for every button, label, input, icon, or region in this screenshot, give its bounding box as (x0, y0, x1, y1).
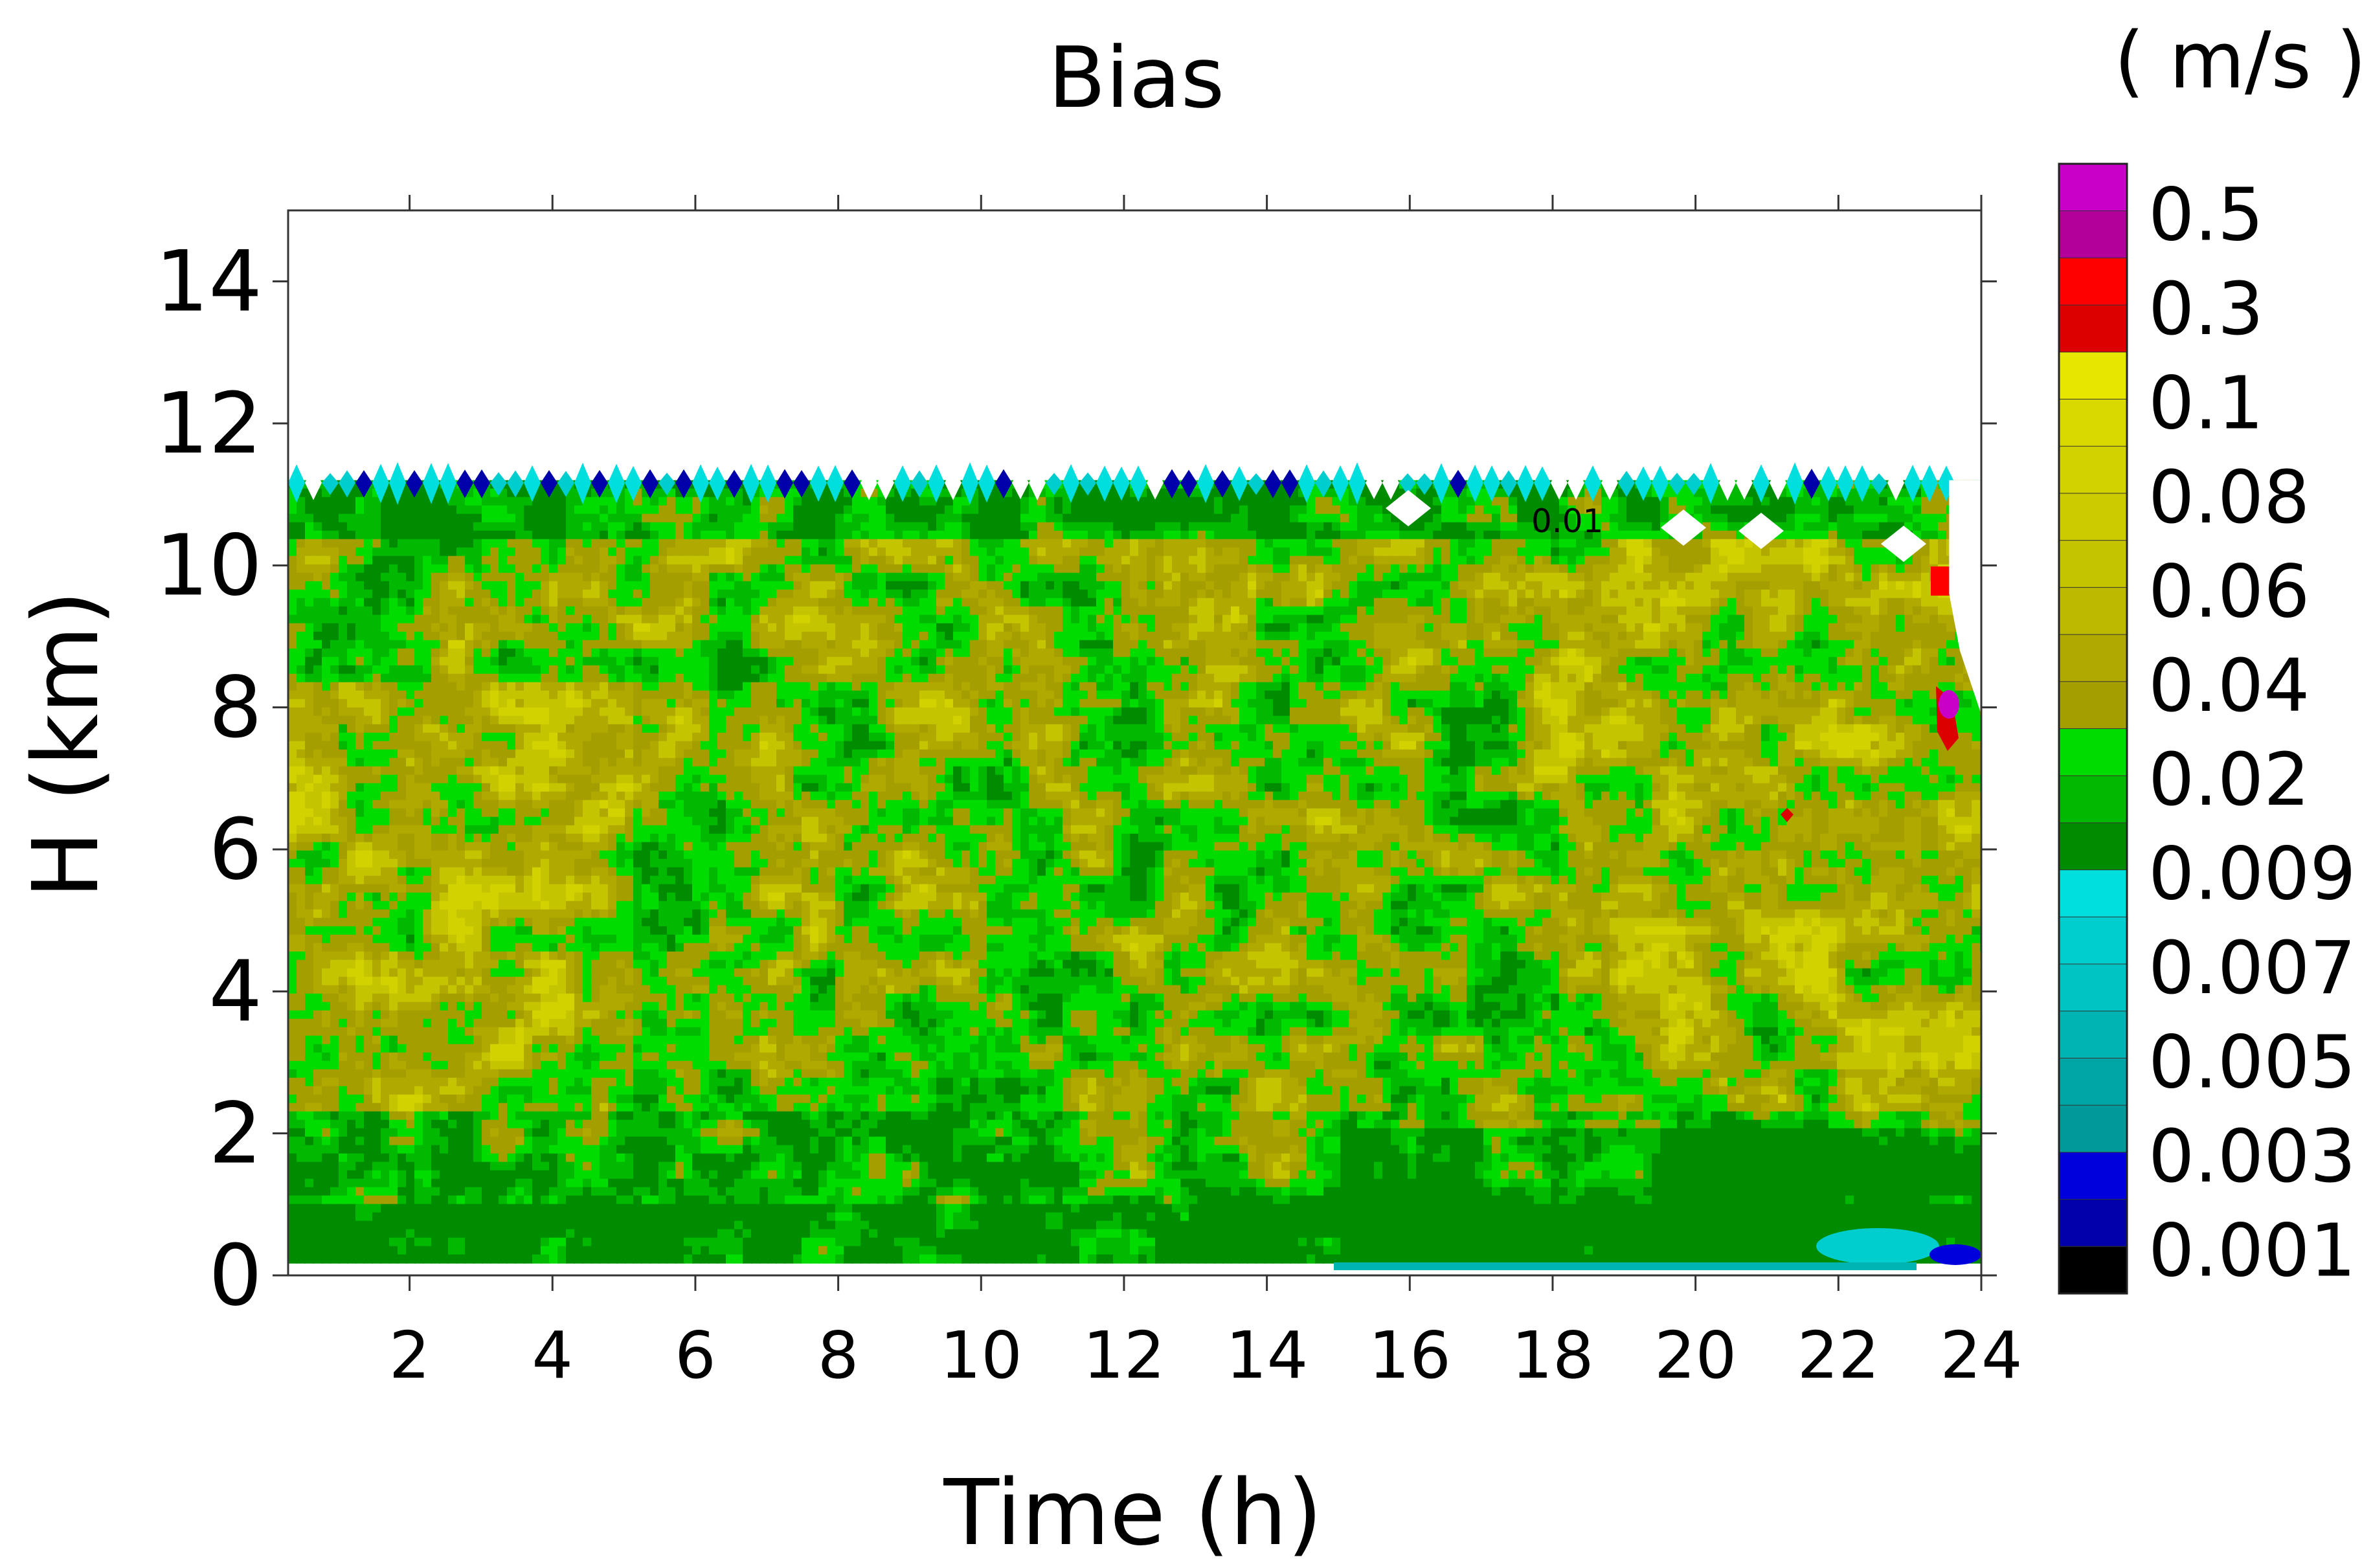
colorbar-swatch (2058, 1057, 2128, 1106)
colorbar-tick-label: 0.001 (2148, 1209, 2356, 1293)
plot-frame (287, 209, 1983, 1277)
chart-title: Bias (1048, 28, 1225, 127)
x-tick-label: 20 (1654, 1317, 1737, 1393)
colorbar-tick-label: 0.003 (2148, 1115, 2356, 1199)
colorbar-swatch (2058, 445, 2128, 494)
colorbar-tick-label: 0.1 (2148, 362, 2264, 446)
colorbar-swatch (2058, 916, 2128, 965)
colorbar-swatch (2058, 163, 2128, 212)
y-tick-label: 14 (155, 232, 262, 331)
x-tick-label: 10 (940, 1317, 1022, 1393)
colorbar-swatch (2058, 210, 2128, 259)
colorbar-swatch (2058, 728, 2128, 777)
contour-label: 0.01 (1531, 502, 1603, 540)
colorbar-tick-label: 0.06 (2148, 550, 2310, 634)
colorbar-swatch (2058, 1246, 2128, 1294)
x-tick-label: 12 (1083, 1317, 1165, 1393)
colorbar-tick-label: 0.5 (2148, 174, 2264, 258)
colorbar-tick-labels: 0.5 0.3 0.1 0.08 0.06 0.04 0.02 0.009 0.007 0.005… (2148, 174, 2356, 1294)
x-tick-label: 8 (818, 1317, 859, 1393)
x-axis-label: Time (h) (943, 1461, 1322, 1566)
colorbar-swatch (2058, 1104, 2128, 1153)
colorbar-swatch (2058, 869, 2128, 918)
y-axis-label: H (km) (14, 590, 119, 899)
colorbar-swatch (2058, 822, 2128, 871)
x-tick-label: 16 (1369, 1317, 1451, 1393)
colorbar-tick-label: 0.005 (2148, 1020, 2356, 1104)
colorbar-tick-label: 0.3 (2148, 267, 2264, 352)
colorbar-tick-label: 0.009 (2148, 833, 2356, 917)
x-tick-label: 4 (532, 1317, 573, 1393)
colorbar-unit: ( m/s ) (2114, 16, 2362, 106)
x-tick-label: 6 (675, 1317, 716, 1393)
x-tick-label: 24 (1940, 1317, 2022, 1393)
colorbar-swatch (2058, 1011, 2128, 1059)
x-tick-label: 18 (1511, 1317, 1593, 1393)
y-tick-label: 4 (208, 942, 262, 1040)
contour-field (288, 462, 1981, 1270)
colorbar-swatch (2058, 775, 2128, 823)
x-tick-label: 2 (389, 1317, 431, 1393)
colorbar-swatch (2058, 304, 2128, 353)
colorbar-swatch (2058, 963, 2128, 1012)
colorbar-swatch (2058, 587, 2128, 636)
colorbar-swatches (2058, 162, 2128, 1295)
colorbar-tick-label: 0.04 (2148, 644, 2310, 728)
y-tick-label: 10 (155, 516, 262, 614)
colorbar-swatch (2058, 257, 2128, 306)
y-tick-label: 12 (155, 374, 262, 473)
x-tick-label: 22 (1797, 1317, 1880, 1393)
colorbar-swatch (2058, 681, 2128, 730)
colorbar-swatch (2058, 352, 2128, 400)
colorbar-swatch (2058, 1152, 2128, 1200)
colorbar: ( m/s ) 0.50.30.10.080.060.040.020.0090.… (2058, 16, 2362, 1295)
y-tick-label: 8 (208, 658, 262, 757)
colorbar-swatch (2058, 493, 2128, 541)
colorbar-tick-label: 0.007 (2148, 926, 2356, 1011)
y-tick-label: 0 (208, 1226, 262, 1325)
y-tick-label: 6 (208, 800, 262, 899)
colorbar-tick-label: 0.08 (2148, 456, 2310, 540)
colorbar-frame (2058, 162, 2128, 1295)
x-tick-label: 14 (1226, 1317, 1308, 1393)
colorbar-swatch (2058, 634, 2128, 682)
colorbar-tick-label: 0.02 (2148, 738, 2310, 822)
colorbar-swatch (2058, 540, 2128, 588)
colorbar-swatch (2058, 399, 2128, 447)
colorbar-swatch (2058, 1199, 2128, 1248)
y-tick-label: 2 (208, 1084, 262, 1183)
